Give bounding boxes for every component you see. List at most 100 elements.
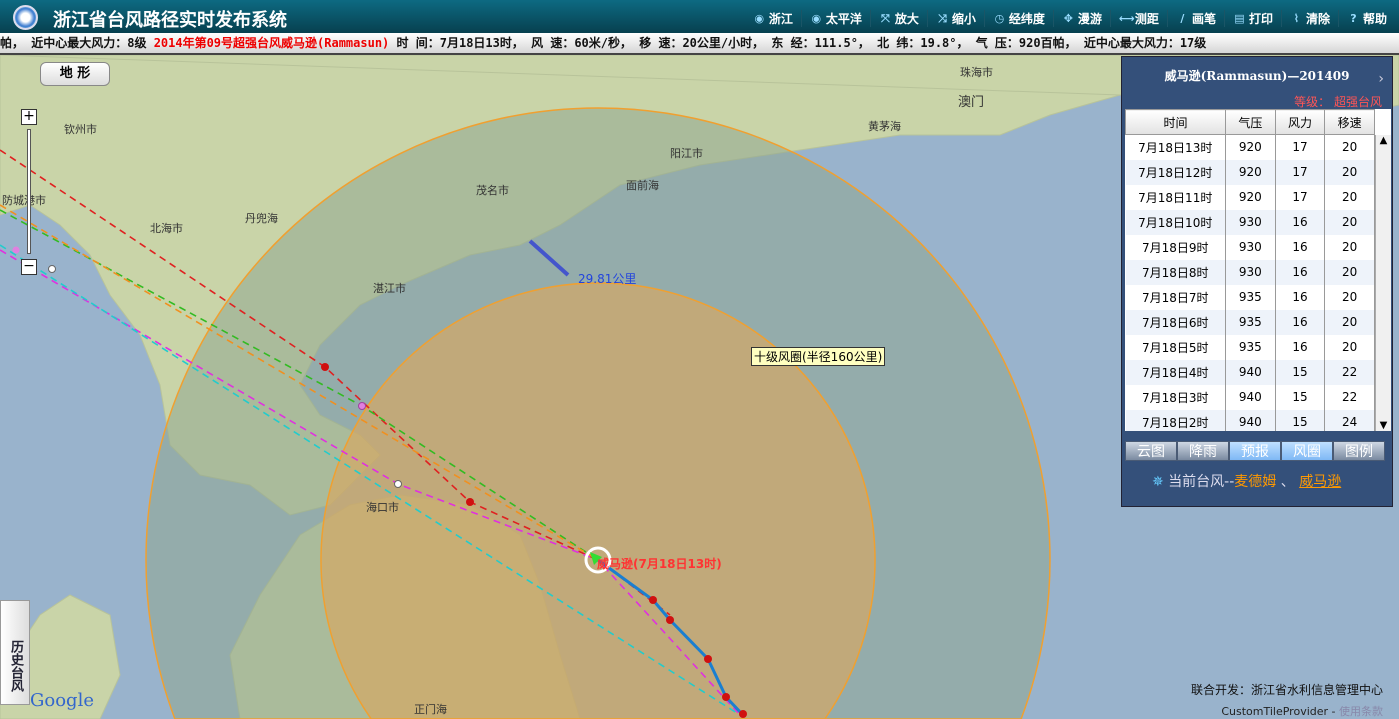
track-points [321, 363, 747, 718]
tool-pen-button[interactable]: ∕ 画笔 [1166, 10, 1224, 27]
table-cell: 920 [1225, 134, 1276, 160]
tool-label: 画笔 [1191, 12, 1216, 26]
tool-help-button[interactable]: ? 帮助 [1337, 10, 1395, 27]
typhoon-panel: 威马逊(Rammasun)—201409 › 等级： 超强台风 时间 气压 风力 移速… [1121, 56, 1393, 507]
typhoon-label[interactable]: 威马逊(7月18日13时) [597, 557, 722, 571]
table-cell: 935 [1225, 284, 1276, 310]
table-cell: 940 [1225, 359, 1276, 385]
table-row[interactable]: 7月18日3时 940 15 22 [1125, 384, 1375, 410]
table-row[interactable]: 7月18日5时 935 16 20 [1125, 334, 1375, 360]
ticker-info: 时 间：7月18日13时， 风 速：60米/秒， 移 速：20公里/小时， 东 … [389, 36, 1207, 50]
table-row[interactable]: 7月18日4时 940 15 22 [1125, 359, 1375, 385]
table-row[interactable]: 7月18日7时 935 16 20 [1125, 284, 1375, 310]
map-canvas [0, 55, 1399, 719]
tab-4[interactable]: 图例 [1333, 441, 1385, 461]
table-row[interactable]: 7月18日2时 940 15 24 [1125, 409, 1375, 431]
table-cell: 16 [1275, 234, 1326, 260]
tab-3[interactable]: 风圈 [1281, 441, 1333, 461]
tool-label: 漫游 [1077, 12, 1102, 26]
globe-icon: ◉ [754, 12, 765, 25]
table-row[interactable]: 7月18日13时 920 17 20 [1125, 134, 1375, 160]
help-icon: ? [1350, 12, 1357, 25]
distance-label: 29.81公里 [578, 272, 637, 286]
table-cell: 930 [1225, 209, 1276, 235]
tool-zoom-in-button[interactable]: ⤧ 放大 [869, 10, 927, 27]
table-cell: 935 [1225, 309, 1276, 335]
table-cell: 15 [1275, 359, 1326, 385]
zoom-slider[interactable] [27, 129, 31, 254]
tool-clock-button[interactable]: ◷ 经纬度 [983, 10, 1053, 27]
place-label: 阳江市 [670, 147, 703, 160]
ruler-icon: ⟷ [1118, 12, 1135, 25]
app-title: 浙江省台风路径实时发布系统 [53, 10, 287, 31]
ticker-prefix: 帕， 近中心最大风力：8级 [0, 36, 154, 50]
terms-link[interactable]: 使用条款 [1339, 705, 1383, 718]
history-typhoon-button[interactable]: 历史台风 [0, 600, 30, 705]
tool-printer-button[interactable]: ▤ 打印 [1223, 10, 1281, 27]
tool-move-button[interactable]: ✥ 漫游 [1052, 10, 1110, 27]
table-cell: 17 [1275, 184, 1326, 210]
column-header[interactable]: 风力 [1274, 109, 1326, 135]
current-typhoons: ✵ 当前台风--麦德姆 、 威马逊 [1152, 471, 1341, 491]
table-row[interactable]: 7月18日8时 930 16 20 [1125, 259, 1375, 285]
ticker-typhoon-name[interactable]: 2014年第09号超强台风威马逊(Rammasun) [153, 36, 390, 50]
table-cell: 16 [1275, 334, 1326, 360]
zoom-in-button[interactable]: + [21, 109, 37, 125]
tool-label: 经纬度 [1008, 12, 1045, 26]
typhoon-icon[interactable] [584, 546, 612, 574]
place-label: 湛江市 [373, 282, 406, 295]
current-label: 当前台风-- [1168, 474, 1235, 490]
current-typhoon-link[interactable]: 威马逊 [1299, 474, 1342, 490]
tab-1[interactable]: 降雨 [1177, 441, 1229, 461]
table-cell: 16 [1275, 284, 1326, 310]
table-row[interactable]: 7月18日12时 920 17 20 [1125, 159, 1375, 185]
pen-icon: ∕ [1180, 12, 1185, 25]
toolbar: ◉ 浙江 ◉ 太平洋 ⤧ 放大 ⤨ 缩小 ◷ 经纬度 ✥ 漫游 ⟷ 测距 ∕ 画笔 ▤ 打印 ⌇ 清除? 帮助 [745, 10, 1395, 27]
tool-globe-button[interactable]: ◉ 浙江 [745, 10, 801, 27]
chevron-right-icon[interactable]: › [1378, 71, 1384, 87]
zoom-out-button[interactable]: − [21, 259, 37, 275]
table-cell: 7月18日2时 [1125, 409, 1226, 431]
column-header[interactable]: 气压 [1225, 109, 1276, 135]
tool-label: 太平洋 [825, 12, 862, 26]
current-typhoon-link[interactable]: 麦德姆 [1234, 474, 1277, 490]
column-header[interactable]: 移速 [1324, 109, 1375, 135]
distance-line [528, 239, 570, 277]
table-cell: 20 [1324, 209, 1375, 235]
tool-zoom-out-button[interactable]: ⤨ 缩小 [926, 10, 984, 27]
table-row[interactable]: 7月18日6时 935 16 20 [1125, 309, 1375, 335]
table-row[interactable]: 7月18日11时 920 17 20 [1125, 184, 1375, 210]
track-table: 时间 气压 风力 移速 7月18日13时 920 17 20 7月18日12时 920 17 20 7月… [1125, 109, 1391, 431]
table-cell: 7月18日6时 [1125, 309, 1226, 335]
scrollbar[interactable]: ▲ ▼ [1375, 135, 1391, 431]
tab-0[interactable]: 云图 [1125, 441, 1177, 461]
tool-label: 放大 [894, 12, 919, 26]
table-cell: 15 [1275, 384, 1326, 410]
table-cell: 17 [1275, 134, 1326, 160]
table-cell: 20 [1324, 234, 1375, 260]
tool-broom-button[interactable]: ⌇ 清除 [1280, 10, 1338, 27]
place-label: 北海市 [150, 222, 183, 235]
table-cell: 20 [1324, 334, 1375, 360]
tab-2[interactable]: 预报 [1229, 441, 1281, 461]
table-cell: 930 [1225, 259, 1276, 285]
tool-label: 清除 [1305, 12, 1330, 26]
table-cell: 7月18日12时 [1125, 159, 1226, 185]
table-cell: 20 [1324, 309, 1375, 335]
table-row[interactable]: 7月18日10时 930 16 20 [1125, 209, 1375, 235]
table-cell: 22 [1324, 359, 1375, 385]
map[interactable]: 钦州市 北海市 防城港市 丹兜海 茂名市 阳江市 面前海 湛江市 海口市 珠海市… [0, 55, 1399, 719]
clock-icon: ◷ [994, 12, 1005, 25]
google-logo: Google [30, 690, 94, 711]
table-row[interactable]: 7月18日9时 930 16 20 [1125, 234, 1375, 260]
table-cell: 20 [1324, 134, 1375, 160]
tool-globe-button[interactable]: ◉ 太平洋 [800, 10, 870, 27]
place-label: 黄茅海 [868, 120, 901, 133]
table-cell: 940 [1225, 384, 1276, 410]
table-cell: 7月18日8时 [1125, 259, 1226, 285]
column-header[interactable]: 时间 [1125, 109, 1226, 135]
tool-ruler-button[interactable]: ⟷ 测距 [1109, 10, 1167, 27]
place-label: 珠海市 [960, 66, 993, 79]
typhoon-track [597, 558, 745, 717]
terrain-button[interactable]: 地 形 [40, 62, 110, 86]
